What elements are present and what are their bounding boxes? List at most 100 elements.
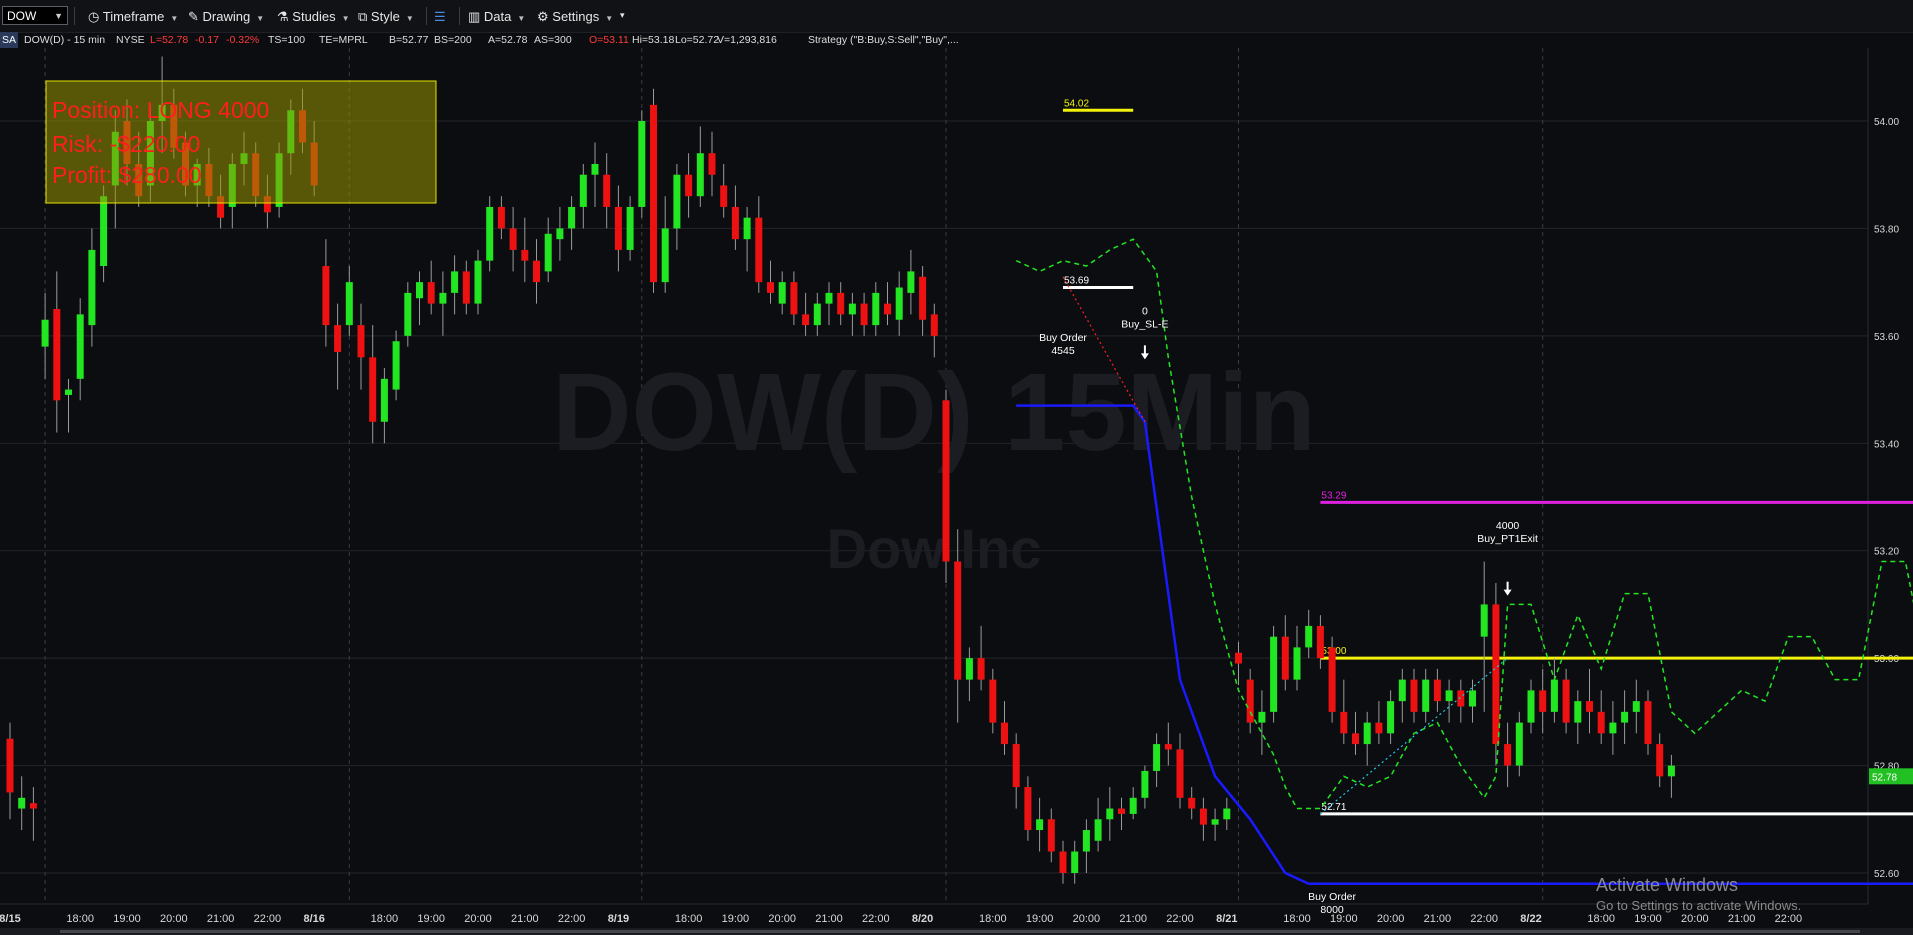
- candle-up: [1293, 647, 1301, 680]
- windows-activation-title: Activate Windows: [1596, 875, 1738, 895]
- candle-up: [825, 292, 833, 304]
- price-chart[interactable]: 52.6052.8053.0053.2053.4053.6053.8054.00…: [0, 48, 1913, 928]
- candle-down: [1410, 679, 1418, 712]
- layout-icon: ☰: [434, 9, 446, 24]
- price-level-label: 53.69: [1064, 276, 1089, 287]
- timeframe-menu[interactable]: ◷ Timeframe ▼: [88, 9, 178, 25]
- symbol-input[interactable]: DOW ▼: [2, 6, 68, 25]
- candle-down: [1246, 679, 1254, 723]
- candle-down: [977, 658, 985, 680]
- horizontal-scrollbar[interactable]: [0, 928, 1913, 935]
- exchange-label: NYSE: [116, 34, 145, 46]
- candle-down: [462, 271, 470, 304]
- candle-up: [1153, 744, 1161, 771]
- drawing-label: Drawing: [202, 9, 251, 24]
- data-menu[interactable]: ▥ Data ▼: [468, 9, 525, 25]
- candle-down: [1199, 808, 1207, 825]
- candle-down: [217, 196, 225, 218]
- layout-button[interactable]: ☰: [434, 9, 446, 25]
- candle-up: [41, 319, 49, 347]
- candle-down: [860, 303, 868, 326]
- candle-up: [486, 206, 494, 261]
- candle-down: [1375, 722, 1383, 734]
- trade-annotation-detail: Buy_PT1Exit: [1477, 533, 1538, 545]
- candle-down: [322, 266, 330, 326]
- bid-price: B=52.77: [389, 34, 429, 46]
- price-change-pct: -0.32%: [226, 34, 260, 46]
- candle-up: [556, 228, 564, 240]
- candle-down: [755, 217, 763, 283]
- te-value: TE=MPRL: [319, 34, 368, 46]
- drawing-menu[interactable]: ✎ Drawing ▼: [188, 9, 264, 25]
- candle-down: [53, 309, 61, 401]
- settings-menu[interactable]: ⚙ Settings ▼: [537, 9, 613, 25]
- candle-down: [1316, 625, 1324, 659]
- price-level-label: 54.02: [1064, 98, 1089, 109]
- candle-up: [416, 282, 423, 299]
- last-price-marker: [1869, 768, 1913, 785]
- candle-up: [1480, 604, 1488, 637]
- x-tick-label: 21:00: [511, 913, 539, 925]
- clock-icon: ◷: [88, 9, 100, 24]
- scrollbar-thumb[interactable]: [60, 930, 1860, 933]
- x-tick-label: 8/20: [912, 913, 933, 925]
- toolbar-divider: [74, 7, 75, 25]
- candle-down: [369, 357, 377, 422]
- candle-up: [661, 228, 669, 283]
- x-tick-label: 22:00: [1470, 913, 1498, 925]
- x-tick-label: 8/21: [1216, 913, 1237, 925]
- candle-up: [439, 292, 447, 304]
- candle-up: [568, 206, 576, 229]
- candle-up: [1621, 711, 1629, 723]
- candle-up: [1129, 797, 1137, 814]
- price-level-label: 52.71: [1321, 802, 1346, 813]
- style-menu[interactable]: ⧉ Style ▼: [358, 9, 414, 25]
- studies-menu[interactable]: ⚗ Studies ▼: [277, 9, 350, 25]
- open-price: O=53.11: [589, 34, 629, 46]
- candle-up: [1527, 690, 1535, 723]
- candle-down: [720, 185, 728, 207]
- x-tick-label: 20:00: [1377, 913, 1405, 925]
- settings-label: Settings: [552, 9, 600, 24]
- candle-up: [100, 196, 108, 267]
- candle-up: [872, 292, 880, 326]
- toolbar-overflow-caret[interactable]: ▾: [620, 10, 625, 20]
- candle-up: [848, 303, 856, 315]
- x-tick-label: 21:00: [1119, 913, 1147, 925]
- candle-up: [1141, 770, 1149, 798]
- candle-down: [1176, 749, 1184, 798]
- x-tick-label: 19:00: [722, 913, 750, 925]
- study-badge: SA: [0, 32, 19, 48]
- watermark-symbol: DOW(D) 15Min: [552, 351, 1316, 474]
- candle-up: [1398, 679, 1406, 702]
- style-label: Style: [370, 9, 400, 24]
- trade-annotation: Buy Order: [1039, 332, 1087, 344]
- x-tick-label: 20:00: [1681, 913, 1709, 925]
- studies-icon: ⚗: [277, 9, 289, 24]
- candle-down: [1188, 797, 1196, 809]
- x-tick-label: 22:00: [1775, 913, 1803, 925]
- trade-annotation: Buy Order: [1308, 891, 1356, 903]
- chart-symbol-title: DOW(D) - 15 min: [24, 34, 106, 46]
- candle-up: [1094, 819, 1102, 841]
- y-tick-label: 53.60: [1874, 332, 1899, 343]
- strategy-label: Strategy ("B:Buy,S:Sell","Buy",...: [808, 34, 959, 46]
- y-tick-label: 53.20: [1874, 547, 1899, 558]
- last-price: L=52.78: [150, 34, 189, 46]
- candle-down: [6, 738, 14, 793]
- x-tick-label: 8/22: [1520, 913, 1541, 925]
- toolbar-divider: [459, 7, 460, 25]
- candle-down: [1281, 636, 1289, 680]
- candle-down: [1597, 711, 1605, 734]
- y-tick-label: 52.60: [1874, 869, 1899, 880]
- candle-down: [650, 104, 657, 283]
- candle-down: [919, 276, 927, 320]
- x-tick-label: 21:00: [1424, 913, 1452, 925]
- x-tick-label: 22:00: [558, 913, 586, 925]
- candle-up: [1082, 830, 1090, 852]
- candle-up: [778, 282, 786, 304]
- candle-down: [930, 314, 938, 336]
- candle-up: [1258, 711, 1266, 723]
- candle-down: [685, 174, 693, 197]
- candle-up: [743, 217, 751, 240]
